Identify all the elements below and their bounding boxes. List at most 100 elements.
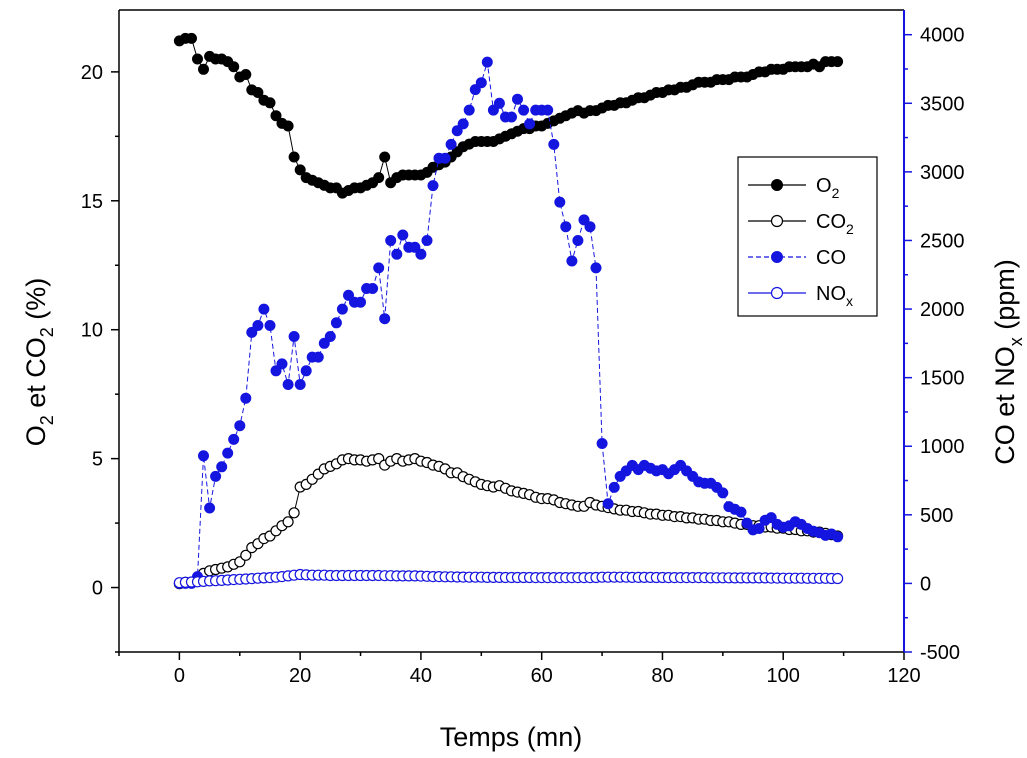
data-point — [246, 326, 258, 338]
data-point — [198, 63, 209, 75]
data-point — [427, 180, 439, 192]
data-point — [373, 262, 385, 274]
data-point — [294, 164, 306, 176]
data-point — [415, 248, 427, 260]
data-point — [457, 118, 469, 130]
y-left-tick-label: 0 — [92, 578, 103, 600]
series-nox — [173, 568, 844, 589]
data-point — [264, 320, 276, 331]
data-point — [240, 549, 252, 561]
data-point — [602, 498, 614, 510]
data-point — [252, 320, 264, 331]
legend: O2 CO2 CO NOx — [737, 156, 878, 317]
x-tick-label: 80 — [651, 665, 673, 687]
data-point — [735, 506, 747, 518]
data-point — [294, 379, 306, 390]
data-point — [204, 502, 216, 514]
data-point — [318, 337, 330, 349]
y-right-tick-label: -500 — [920, 642, 960, 664]
data-point — [216, 461, 228, 473]
data-point — [421, 235, 433, 246]
y-left-tick-label: 15 — [81, 191, 103, 213]
y-axis-right-title: CO et NOx (ppm) — [990, 259, 1026, 465]
data-point — [336, 303, 348, 315]
data-point — [487, 104, 499, 116]
data-point — [192, 53, 203, 65]
data-point — [463, 104, 475, 116]
data-point — [379, 313, 391, 325]
y-right-tick-label: 4000 — [920, 25, 965, 47]
data-point — [234, 420, 246, 432]
data-point — [282, 379, 294, 390]
data-point — [518, 104, 530, 116]
data-point — [506, 111, 517, 123]
data-point — [542, 104, 554, 116]
data-point — [832, 531, 844, 543]
data-point — [397, 229, 409, 241]
data-point — [493, 97, 505, 109]
data-point — [258, 303, 270, 315]
data-point — [475, 77, 487, 89]
y-right-tick-label: 1500 — [920, 368, 965, 390]
data-point — [753, 523, 765, 534]
x-tick-label: 120 — [887, 665, 920, 687]
data-point — [608, 481, 620, 493]
legend-marker — [771, 251, 783, 263]
data-point — [270, 365, 282, 377]
data-point — [439, 152, 451, 164]
legend-label: CO — [816, 247, 846, 269]
axes-layer: 0 20 40 60 80 100 120 0 5 10 15 20 -500 0 500 1000 1500 2… — [81, 9, 965, 687]
data-point — [379, 151, 391, 163]
y-right-tick-label: 3000 — [920, 162, 965, 184]
data-point — [590, 262, 602, 274]
data-point — [596, 438, 608, 449]
data-point — [445, 138, 457, 150]
y-left-tick-label: 10 — [81, 320, 103, 342]
data-point — [288, 331, 300, 342]
data-point — [240, 392, 252, 404]
data-point — [288, 151, 300, 163]
y-right-tick-label: 3500 — [920, 93, 965, 115]
data-point — [566, 255, 578, 267]
data-point — [228, 61, 240, 73]
legend-label: CO2 — [816, 211, 854, 237]
data-point — [481, 56, 493, 68]
data-point — [367, 283, 379, 294]
data-point — [270, 110, 282, 122]
data-point — [385, 235, 397, 246]
series-co — [173, 56, 844, 589]
y-right-tick-label: 2500 — [920, 230, 965, 252]
data-point — [512, 93, 523, 105]
legend-label: O2 — [816, 175, 840, 201]
data-point — [300, 365, 312, 377]
data-point — [186, 32, 197, 44]
y-axis-left-title: O2 et CO2 (%) — [21, 278, 57, 447]
y-left-tick-label: 5 — [92, 449, 103, 471]
data-point — [548, 138, 560, 150]
data-point — [765, 512, 777, 524]
y-right-tick-label: 2000 — [920, 299, 965, 321]
x-tick-label: 20 — [289, 665, 311, 687]
data-point — [524, 118, 536, 130]
data-point — [409, 241, 421, 253]
data-point — [276, 358, 288, 370]
legend-marker — [771, 179, 783, 191]
data-point — [222, 447, 234, 459]
data-point — [324, 331, 336, 342]
data-point — [343, 289, 354, 301]
data-point — [312, 351, 324, 363]
y-left-tick-label: 20 — [81, 62, 103, 84]
legend-box — [737, 156, 878, 317]
data-point — [288, 507, 300, 519]
data-point — [391, 248, 403, 260]
data-point — [832, 56, 844, 68]
legend-label: NOx — [816, 283, 853, 309]
legend-marker — [770, 214, 784, 228]
data-point — [554, 196, 566, 208]
data-point — [240, 69, 252, 80]
data-point — [831, 572, 844, 585]
data-point — [252, 87, 264, 98]
data-point — [228, 433, 240, 445]
x-tick-label: 0 — [174, 665, 185, 687]
